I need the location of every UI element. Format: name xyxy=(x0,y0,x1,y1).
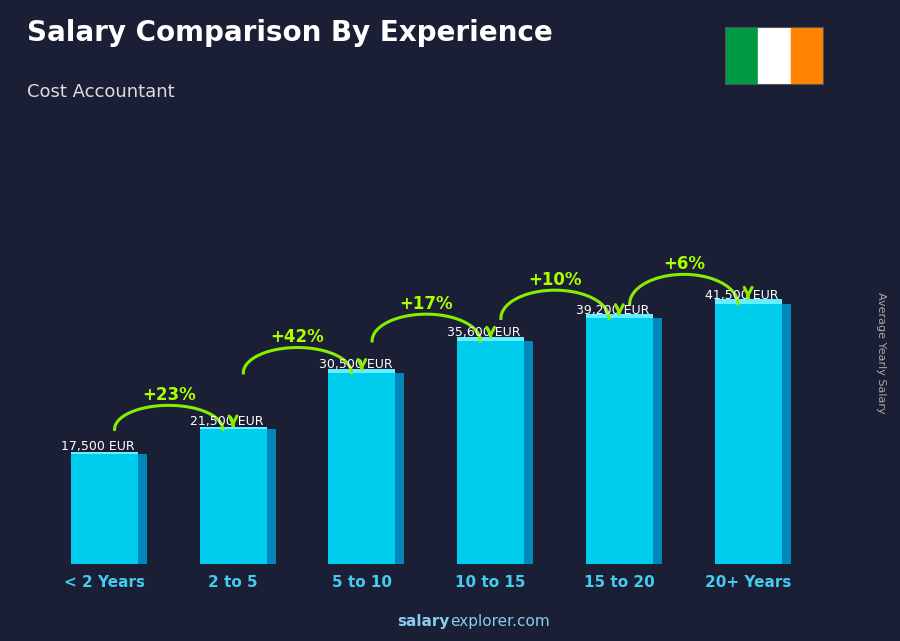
Bar xyxy=(652,319,662,564)
Text: +6%: +6% xyxy=(662,255,705,273)
Text: 35,600 EUR: 35,600 EUR xyxy=(447,326,521,339)
Text: 21,500 EUR: 21,500 EUR xyxy=(190,415,264,428)
Text: +23%: +23% xyxy=(142,386,195,404)
Bar xyxy=(266,429,275,564)
Bar xyxy=(71,453,138,454)
Bar xyxy=(781,304,791,564)
Text: +42%: +42% xyxy=(271,328,324,346)
Text: explorer.com: explorer.com xyxy=(450,615,550,629)
Text: Average Yearly Salary: Average Yearly Salary xyxy=(877,292,886,413)
Bar xyxy=(524,341,533,564)
Text: 39,200 EUR: 39,200 EUR xyxy=(576,304,650,317)
Bar xyxy=(71,454,138,564)
Bar xyxy=(715,304,781,564)
Bar xyxy=(328,373,395,564)
Text: 30,500 EUR: 30,500 EUR xyxy=(319,358,392,371)
Text: +17%: +17% xyxy=(400,295,453,313)
Bar xyxy=(715,299,781,304)
Bar xyxy=(138,454,147,564)
Text: salary: salary xyxy=(398,615,450,629)
Text: 41,500 EUR: 41,500 EUR xyxy=(705,289,778,303)
Bar xyxy=(586,319,652,564)
Bar xyxy=(758,27,790,85)
Bar xyxy=(586,314,652,319)
Text: +10%: +10% xyxy=(528,271,581,289)
Text: 17,500 EUR: 17,500 EUR xyxy=(61,440,135,453)
Bar xyxy=(200,427,266,429)
Bar xyxy=(395,373,404,564)
Bar xyxy=(200,429,266,564)
Bar xyxy=(457,337,524,341)
Bar xyxy=(724,27,758,85)
Bar xyxy=(328,369,395,373)
Bar xyxy=(457,341,524,564)
Bar xyxy=(790,27,824,85)
Text: Cost Accountant: Cost Accountant xyxy=(27,83,175,101)
Text: Salary Comparison By Experience: Salary Comparison By Experience xyxy=(27,19,553,47)
